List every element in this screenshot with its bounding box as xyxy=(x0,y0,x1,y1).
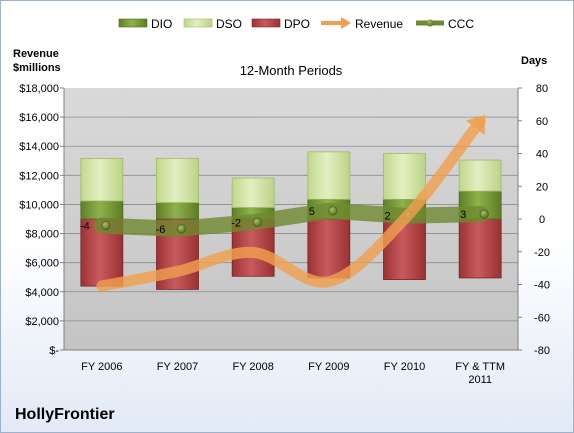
y-right-axis-title: Days xyxy=(521,55,547,67)
x-tick-label: FY 2007 xyxy=(157,361,198,373)
y-left-tick-label: $16,000 xyxy=(19,112,59,124)
y-right-tick-label: 60 xyxy=(536,116,548,128)
y-left-tick-label: $18,000 xyxy=(19,83,59,95)
ccc-point xyxy=(177,224,187,234)
y-right-tick-label: 40 xyxy=(536,149,548,161)
bar-dso xyxy=(80,158,124,202)
legend-label-dpo: DPO xyxy=(284,17,310,31)
ccc-data-label: -6 xyxy=(156,224,166,236)
chart-title: 12-Month Periods xyxy=(240,63,343,78)
legend-label-dso: DSO xyxy=(216,17,242,31)
ccc-data-label: -2 xyxy=(231,217,241,229)
ccc-point xyxy=(479,209,489,219)
revenue-series xyxy=(96,115,486,292)
revenue-line xyxy=(96,115,486,292)
bar-dpo xyxy=(307,218,351,279)
y-right-tick-label: -60 xyxy=(534,312,550,324)
legend-label-revenue: Revenue xyxy=(355,17,403,31)
legend-label-ccc: CCC xyxy=(448,17,474,31)
ccc-data-label: 3 xyxy=(460,209,466,221)
revenue-arrowhead xyxy=(465,115,486,136)
legend-swatch-revenue xyxy=(321,17,351,29)
y-right-tick-label: -20 xyxy=(534,247,550,259)
bar-dso xyxy=(231,177,275,208)
y-right-tick-label: -80 xyxy=(534,345,550,357)
y-right-tick-label: -40 xyxy=(534,280,550,292)
ccc-data-label: 2 xyxy=(384,211,390,223)
gridlines xyxy=(64,116,518,322)
legend: DIO DSO DPO Revenue CCC xyxy=(118,17,474,31)
y-left-tick-label: $10,000 xyxy=(19,199,59,211)
y-right-tick-label: 0 xyxy=(539,214,545,226)
ccc-point xyxy=(101,221,111,231)
y-left-tick-label: $6,000 xyxy=(25,258,59,270)
legend-swatch-dso xyxy=(183,18,213,28)
x-tick-label: FY 2009 xyxy=(308,361,349,373)
ccc-data-label: -4 xyxy=(80,221,90,233)
x-tick-label: FY 2008 xyxy=(232,361,273,373)
legend-swatch-dpo xyxy=(251,18,281,28)
y-left-axis-title-line2: $millions xyxy=(13,62,61,74)
x-tick-label: FY 2006 xyxy=(81,361,122,373)
bar-dso xyxy=(307,151,351,200)
bar-dso xyxy=(383,153,426,200)
x-tick-label: FY & TTM xyxy=(455,361,505,373)
y-left-tick-label: $14,000 xyxy=(19,141,59,153)
y-left-tick-label: $12,000 xyxy=(19,170,59,182)
y-left-tick-label: $8,000 xyxy=(25,229,59,241)
bar-dso xyxy=(458,159,502,192)
x-tick-label: 2011 xyxy=(468,374,492,386)
bar-dio xyxy=(80,200,124,220)
y-left-axis-title-line1: Revenue xyxy=(13,48,59,60)
y-left-tick-label: $4,000 xyxy=(25,287,59,299)
company-name: HollyFrontier xyxy=(15,406,115,423)
y-right-tick-label: 20 xyxy=(536,181,548,193)
y-left-tick-label: $2,000 xyxy=(25,316,59,328)
legend-swatch-dio xyxy=(118,18,148,28)
x-tick-label: FY 2010 xyxy=(384,361,425,373)
ccc-point xyxy=(328,206,338,216)
y-right-tick-label: 80 xyxy=(536,83,548,95)
bar-dso xyxy=(156,158,199,204)
ccc-data-label: 5 xyxy=(309,206,315,218)
ccc-point xyxy=(252,217,262,227)
y-left-tick-label: $- xyxy=(49,345,59,357)
ccc-line xyxy=(93,202,489,237)
ccc-series: -4 -6 -2 5 2 3 xyxy=(80,202,489,237)
axes: $18,000 $16,000 $14,000 $12,000 $10,000 $8,00… xyxy=(19,83,550,386)
legend-swatch-ccc xyxy=(416,19,444,27)
legend-label-dio: DIO xyxy=(151,17,172,31)
bar-dpo xyxy=(458,218,502,279)
bar-dio xyxy=(156,202,199,220)
